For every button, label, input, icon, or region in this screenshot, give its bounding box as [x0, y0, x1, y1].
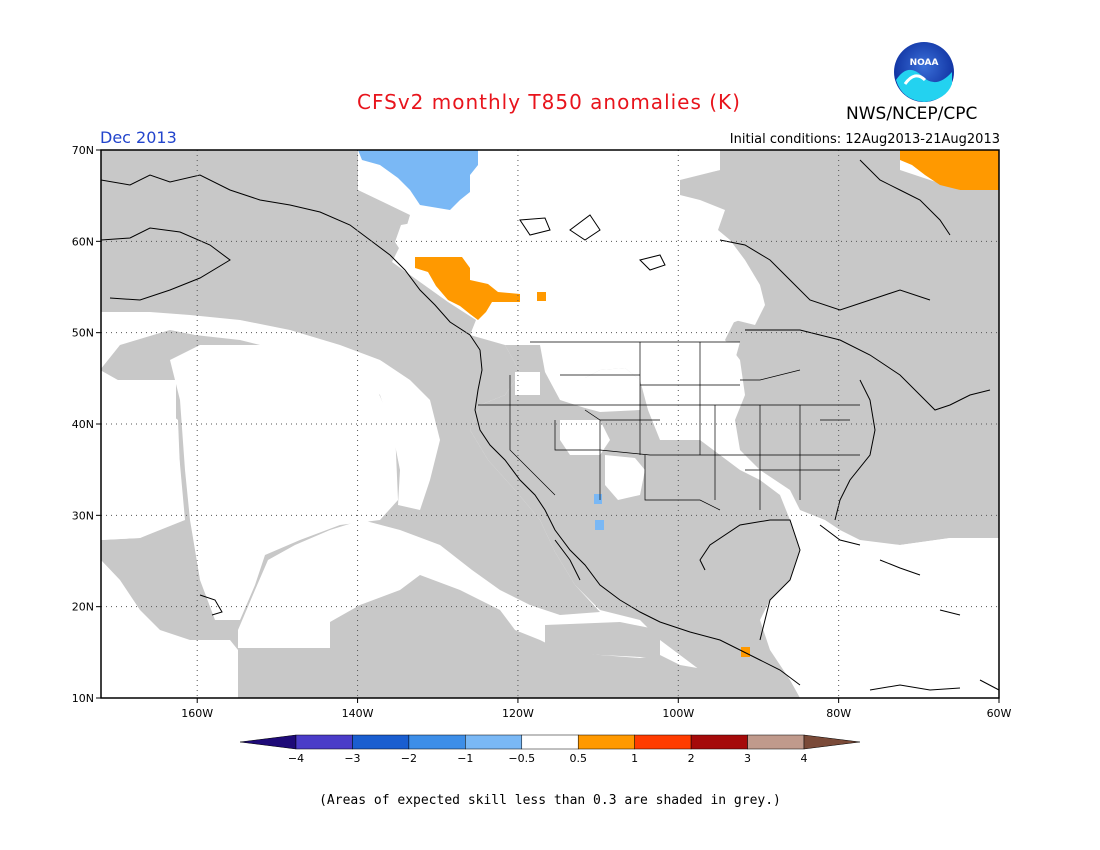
lon-tick-label: 140W	[342, 707, 374, 720]
colorbar-swatch	[521, 734, 579, 750]
colorbar-swatch	[295, 734, 353, 750]
colorbar-label: 0.5	[569, 752, 587, 765]
colorbar-label: −4	[288, 752, 304, 765]
lon-tick-label: 60W	[987, 707, 1012, 720]
colorbar-swatch	[577, 734, 635, 750]
low-skill-grey-areas	[101, 150, 999, 698]
latitude-axis: 70N 60N 50N 40N 30N 20N 10N	[72, 144, 101, 705]
lon-tick-label: 120W	[502, 707, 534, 720]
svg-text:NOAA: NOAA	[910, 58, 939, 68]
lat-tick-label: 40N	[72, 418, 94, 431]
colorbar-swatch	[690, 734, 748, 750]
lat-tick-label: 20N	[72, 601, 94, 614]
colorbar-label: −2	[401, 752, 417, 765]
colorbar-label: 4	[801, 752, 808, 765]
colorbar-label: −3	[344, 752, 360, 765]
skill-footnote: (Areas of expected skill less than 0.3 a…	[319, 793, 781, 808]
colorbar-swatch	[465, 734, 523, 750]
lat-tick-label: 30N	[72, 509, 94, 522]
longitude-axis: 160W 140W 120W 100W 80W 60W	[181, 698, 1012, 720]
lat-tick-label: 70N	[72, 144, 94, 157]
agency-label: NWS/NCEP/CPC	[846, 104, 978, 124]
colorbar-swatch	[634, 734, 692, 750]
lat-tick-label: 50N	[72, 327, 94, 340]
colorbar-label: −0.5	[508, 752, 535, 765]
colorbar-low-triangle	[239, 734, 297, 750]
negative-anomaly-areas	[358, 150, 604, 530]
lat-tick-label: 10N	[72, 692, 94, 705]
colorbar-label: 1	[631, 752, 638, 765]
colorbar-high-triangle	[803, 734, 861, 750]
lon-tick-label: 100W	[662, 707, 694, 720]
colorbar-label: 2	[688, 752, 695, 765]
chart-title: CFSv2 monthly T850 anomalies (K)	[357, 90, 741, 114]
lon-tick-label: 80W	[826, 707, 851, 720]
lat-tick-label: 60N	[72, 235, 94, 248]
noaa-logo: NOAA	[894, 42, 954, 102]
colorbar-label: 3	[744, 752, 751, 765]
colorbar-swatch	[747, 734, 805, 750]
positive-anomaly-areas	[415, 150, 999, 657]
colorbar-swatch	[408, 734, 466, 750]
state-borders	[478, 341, 860, 511]
initial-conditions-label: Initial conditions: 12Aug2013-21Aug2013	[729, 132, 1000, 147]
coastlines	[101, 159, 999, 691]
valid-month-label: Dec 2013	[100, 128, 177, 147]
colorbar-swatch	[352, 734, 410, 750]
colorbar-label: −1	[457, 752, 473, 765]
colorbar: −4 −3 −2 −1 −0.5 0.5 1 2 3 4	[239, 734, 861, 765]
lon-tick-label: 160W	[181, 707, 213, 720]
